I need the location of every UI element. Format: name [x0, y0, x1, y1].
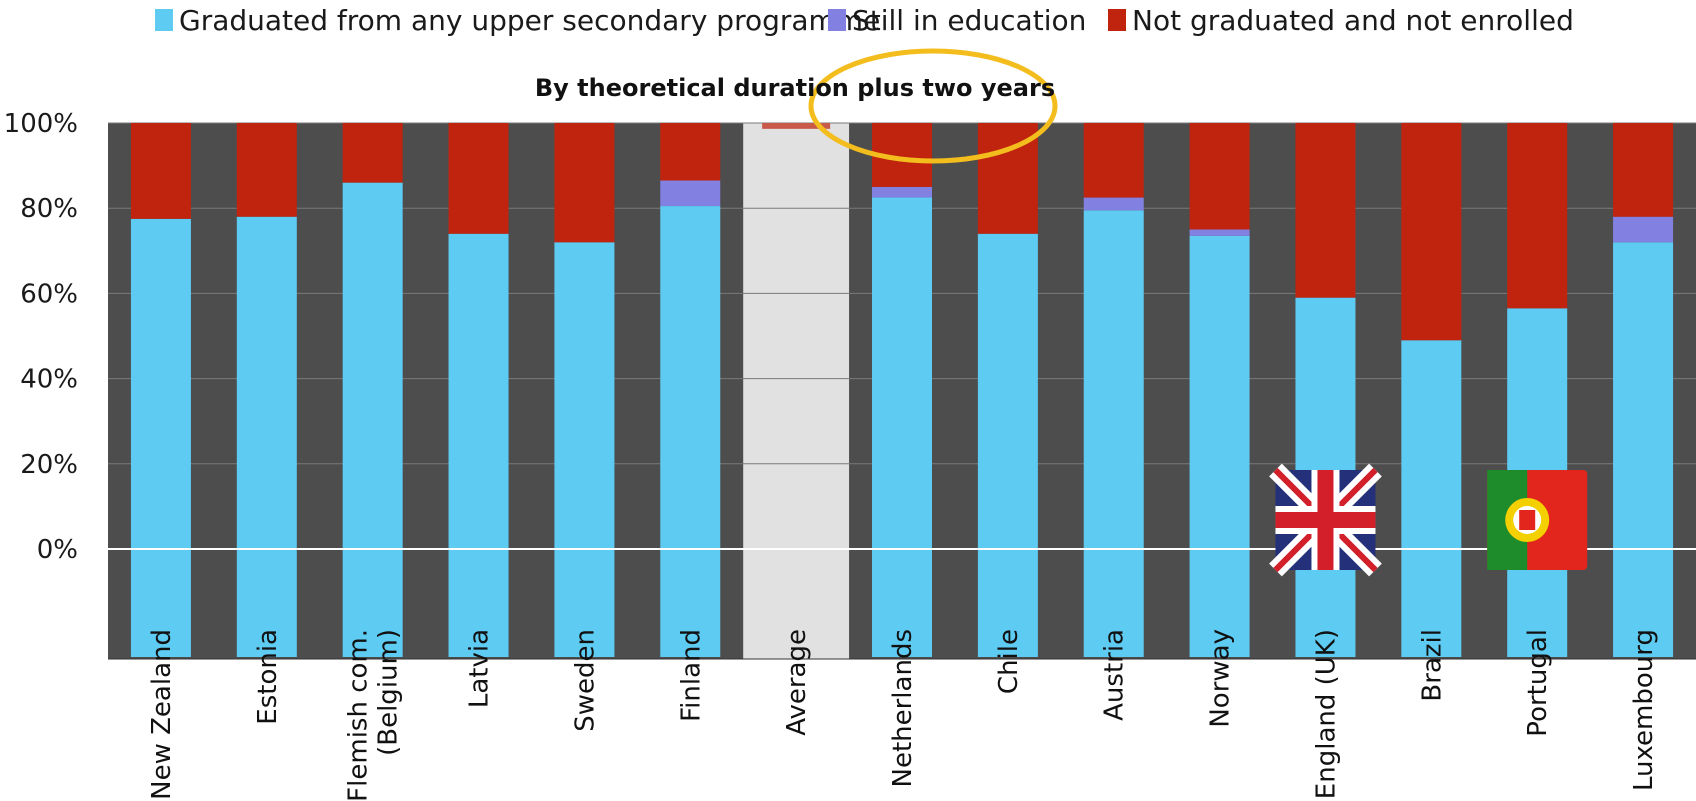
- chart-legend: Graduated from any upper secondary progr…: [0, 0, 1696, 44]
- portugal-flag-icon-part: [1519, 510, 1536, 530]
- x-tick-label-estonia: Estonia: [253, 629, 283, 725]
- bar-segment-not-graduated-new-zealand: [130, 123, 191, 219]
- y-tick-label: 0%: [37, 535, 78, 565]
- bar-segment-graduated-chile: [977, 233, 1038, 657]
- x-tick-label-sweden: Sweden: [570, 629, 600, 732]
- average-highlight-column: [743, 123, 850, 659]
- x-tick-label-austria: Austria: [1100, 629, 1130, 721]
- bar-segment-not-graduated-england-uk: [1295, 123, 1356, 298]
- bar-segment-graduated-norway: [1189, 235, 1250, 657]
- bar-segment-not-graduated-average: [762, 123, 831, 129]
- x-tick-label-average: Average: [782, 629, 812, 736]
- bar-segment-still-netherlands: [872, 186, 932, 198]
- bar-segment-still-luxembourg: [1613, 216, 1674, 243]
- x-tick-label-finland: Finland: [676, 629, 706, 722]
- bar-segment-not-graduated-sweden: [554, 123, 615, 243]
- bar-segment-still-norway: [1189, 229, 1250, 236]
- bar-segment-graduated-latvia: [448, 233, 509, 657]
- legend-item-still-in-education: Still in education: [828, 2, 1086, 38]
- uk-flag-icon-part: [1275, 512, 1376, 528]
- y-tick-label: 100%: [4, 109, 78, 139]
- bar-segment-still-austria: [1083, 197, 1144, 211]
- bar-segment-graduated-estonia: [236, 216, 297, 657]
- bar-segment-graduated-austria: [1083, 210, 1144, 657]
- x-tick-label-flemish-com-belgium: (Belgium): [374, 629, 404, 756]
- x-tick-label-chile: Chile: [994, 629, 1024, 694]
- legend-label-not-graduated: Not graduated and not enrolled: [1132, 3, 1574, 37]
- y-tick-label: 20%: [20, 450, 78, 480]
- bar-segment-graduated-brazil: [1401, 340, 1462, 657]
- legend-swatch-not-graduated: [1108, 9, 1126, 31]
- bar-segment-not-graduated-luxembourg: [1613, 123, 1674, 217]
- x-tick-label-new-zealand: New Zealand: [147, 629, 177, 800]
- bar-segment-not-graduated-flemish-com-belgium: [342, 123, 403, 183]
- bar-segment-not-graduated-estonia: [236, 123, 297, 217]
- bar-segment-not-graduated-latvia: [448, 123, 509, 234]
- legend-swatch-still-in-education: [828, 9, 846, 31]
- bar-segment-graduated-finland: [660, 206, 721, 657]
- legend-label-graduated: Graduated from any upper secondary progr…: [179, 3, 881, 37]
- bar-segment-graduated-netherlands: [872, 197, 932, 658]
- x-tick-label-brazil: Brazil: [1417, 629, 1447, 702]
- y-tick-label: 40%: [20, 365, 78, 395]
- bar-segment-graduated-flemish-com-belgium: [342, 182, 403, 657]
- uk-flag-icon: [1269, 463, 1382, 577]
- y-tick-label: 60%: [20, 279, 78, 309]
- x-tick-label-luxembourg: Luxembourg: [1629, 629, 1659, 791]
- legend-label-still-in-education: Still in education: [852, 3, 1087, 37]
- x-tick-label-portugal: Portugal: [1523, 629, 1553, 737]
- legend-item-not-graduated: Not graduated and not enrolled: [1108, 2, 1574, 38]
- bar-segment-not-graduated-portugal: [1507, 123, 1568, 309]
- bar-segment-not-graduated-norway: [1189, 123, 1250, 230]
- legend-item-graduated: Graduated from any upper secondary progr…: [155, 2, 880, 38]
- bar-segment-graduated-new-zealand: [130, 218, 191, 657]
- y-tick-label: 80%: [20, 194, 78, 224]
- chart-title: By theoretical duration plus two years: [534, 74, 1056, 102]
- highlight-ring: [808, 48, 1058, 164]
- bar-segment-still-finland: [660, 180, 721, 207]
- bar-segment-not-graduated-austria: [1083, 123, 1144, 198]
- x-tick-label-netherlands: Netherlands: [888, 629, 918, 788]
- x-tick-label-latvia: Latvia: [465, 629, 495, 708]
- bar-segment-not-graduated-brazil: [1401, 123, 1462, 341]
- bar-segment-graduated-luxembourg: [1613, 242, 1674, 657]
- legend-swatch-graduated: [155, 9, 173, 31]
- x-tick-label-flemish-com-belgium: Flemish com.: [344, 629, 374, 801]
- bar-segment-graduated-sweden: [554, 242, 615, 657]
- x-tick-label-england-uk: England (UK): [1311, 629, 1341, 799]
- portugal-flag-icon: [1487, 470, 1588, 570]
- bar-segment-not-graduated-finland: [660, 123, 721, 181]
- x-tick-label-norway: Norway: [1206, 629, 1236, 728]
